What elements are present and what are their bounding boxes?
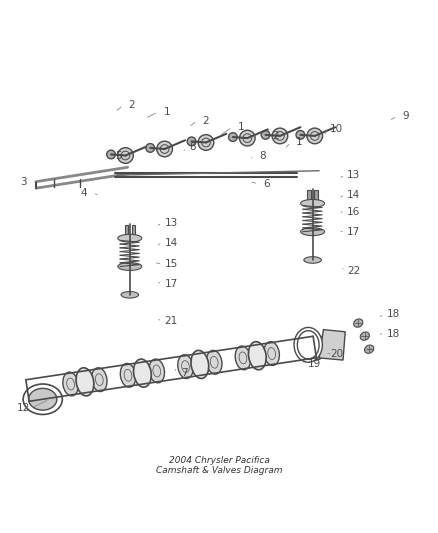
Ellipse shape <box>178 355 193 378</box>
Text: 15: 15 <box>165 260 178 269</box>
Ellipse shape <box>76 368 94 396</box>
Ellipse shape <box>248 342 266 370</box>
Ellipse shape <box>264 342 279 366</box>
Ellipse shape <box>92 368 107 392</box>
Text: 6: 6 <box>264 179 270 189</box>
Circle shape <box>272 128 288 144</box>
Ellipse shape <box>28 389 57 410</box>
Circle shape <box>187 137 196 146</box>
Text: 17: 17 <box>165 279 178 289</box>
Text: 7: 7 <box>181 368 187 378</box>
Ellipse shape <box>294 327 322 362</box>
Circle shape <box>229 133 237 141</box>
Text: 21: 21 <box>165 316 178 326</box>
Text: 16: 16 <box>347 207 360 217</box>
Ellipse shape <box>121 292 138 298</box>
Text: 22: 22 <box>347 266 360 276</box>
Text: 2004 Chrysler Pacifica
Camshaft & Valves Diagram: 2004 Chrysler Pacifica Camshaft & Valves… <box>156 456 282 475</box>
Text: 14: 14 <box>165 238 178 247</box>
Text: 2: 2 <box>272 131 279 141</box>
Ellipse shape <box>354 319 363 327</box>
Ellipse shape <box>364 345 374 353</box>
Text: 17: 17 <box>347 227 360 237</box>
Circle shape <box>307 128 322 144</box>
Text: 20: 20 <box>330 349 343 359</box>
Ellipse shape <box>300 228 325 236</box>
Ellipse shape <box>118 235 142 242</box>
Text: 5: 5 <box>116 150 122 160</box>
Text: 2: 2 <box>129 100 135 110</box>
Bar <box>314 190 318 201</box>
Text: 10: 10 <box>330 124 343 134</box>
Ellipse shape <box>23 384 62 415</box>
Circle shape <box>198 135 214 150</box>
Text: 1: 1 <box>296 138 303 148</box>
Circle shape <box>261 131 270 139</box>
Ellipse shape <box>304 334 326 360</box>
Polygon shape <box>319 329 345 360</box>
Ellipse shape <box>149 359 165 383</box>
Circle shape <box>240 130 255 146</box>
Circle shape <box>117 148 133 163</box>
Text: 2: 2 <box>203 116 209 126</box>
Bar <box>124 225 128 236</box>
Ellipse shape <box>63 372 78 396</box>
Text: 9: 9 <box>403 111 410 122</box>
Text: 12: 12 <box>17 403 30 413</box>
Circle shape <box>296 131 305 139</box>
Text: 8: 8 <box>259 150 266 160</box>
Bar <box>131 225 135 236</box>
Text: 14: 14 <box>347 190 360 200</box>
Ellipse shape <box>118 263 142 270</box>
Circle shape <box>146 143 155 152</box>
Ellipse shape <box>360 332 369 340</box>
Ellipse shape <box>206 350 222 374</box>
Circle shape <box>157 141 173 157</box>
Text: 1: 1 <box>163 107 170 117</box>
Text: 3: 3 <box>20 176 26 187</box>
Circle shape <box>107 150 115 159</box>
Bar <box>307 190 311 201</box>
Text: 19: 19 <box>308 359 321 369</box>
Ellipse shape <box>120 364 136 387</box>
Text: 18: 18 <box>386 329 400 339</box>
Text: 13: 13 <box>165 218 178 228</box>
Text: 18: 18 <box>386 309 400 319</box>
Ellipse shape <box>304 257 321 263</box>
Ellipse shape <box>300 199 325 207</box>
Ellipse shape <box>134 359 151 387</box>
Text: 13: 13 <box>347 170 360 180</box>
Text: 4: 4 <box>81 188 88 198</box>
Text: 1: 1 <box>237 122 244 132</box>
Ellipse shape <box>191 350 209 378</box>
Ellipse shape <box>235 346 251 370</box>
Text: 8: 8 <box>190 142 196 152</box>
